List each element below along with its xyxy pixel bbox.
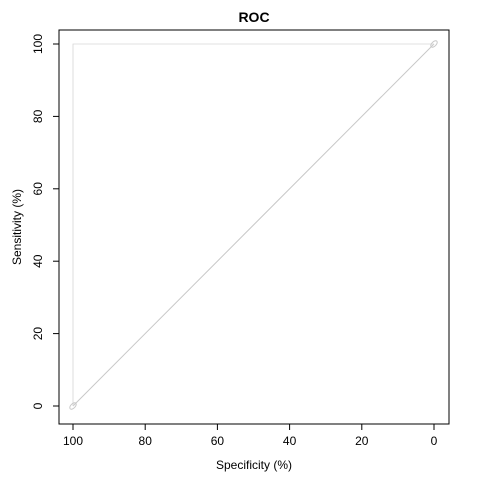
y-tick-label: 20 (31, 327, 45, 341)
curve-endpoint-marker (430, 40, 438, 48)
x-tick-label: 20 (355, 434, 369, 448)
y-tick-label: 0 (31, 402, 45, 409)
y-tick-label: 60 (31, 182, 45, 196)
x-tick-label: 100 (63, 434, 83, 448)
y-axis-title: Sensitivity (%) (10, 189, 24, 265)
roc-curve-line (72, 43, 434, 406)
plot-frame (58, 29, 450, 425)
y-tick-label: 40 (31, 254, 45, 268)
y-axis: 0 20 40 60 80 100 (31, 34, 59, 409)
x-tick-label: 80 (139, 434, 153, 448)
x-axis: 100 80 60 40 20 0 (63, 424, 438, 448)
curve-endpoint-marker (69, 402, 77, 410)
y-tick-label: 100 (31, 34, 45, 54)
y-tick-label: 80 (31, 109, 45, 123)
diagonal-reference-line (72, 43, 435, 407)
x-tick-label: 0 (431, 434, 438, 448)
chart-title: ROC (238, 9, 269, 25)
x-axis-title: Specificity (%) (216, 458, 292, 472)
x-tick-label: 60 (211, 434, 225, 448)
data-layer (69, 40, 438, 410)
x-tick-label: 40 (283, 434, 297, 448)
